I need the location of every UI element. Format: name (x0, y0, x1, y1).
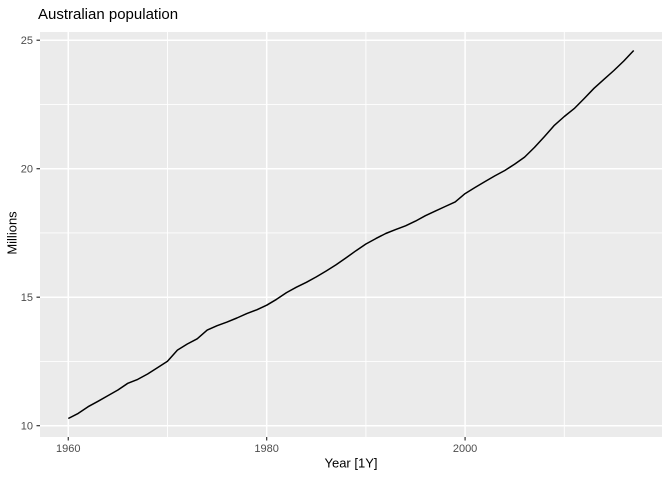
y-tick-label: 25 (21, 35, 33, 47)
x-tick-label: 1960 (56, 443, 80, 455)
data-line (67, 49, 635, 420)
y-axis-title: Millions (4, 211, 20, 255)
x-axis-title: Year [1Y] (324, 455, 378, 471)
panel-background (40, 32, 662, 437)
chart-title: Australian population (38, 6, 179, 23)
y-tick-label: 20 (21, 164, 33, 176)
y-tick-label: 10 (21, 421, 33, 433)
x-tick-label: 1980 (254, 443, 278, 455)
x-tick-label: 2000 (453, 443, 477, 455)
y-tick-label: 15 (21, 292, 33, 304)
